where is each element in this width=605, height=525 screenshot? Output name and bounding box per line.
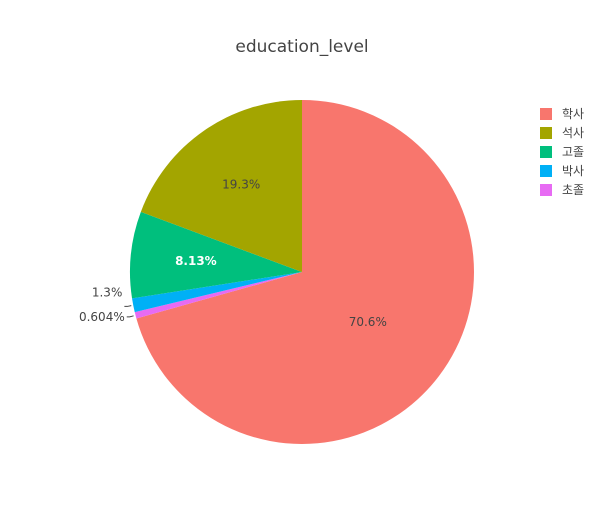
pie-labels: 70.6% 0.604% 1.3% 8.13% 19.3% (79, 177, 387, 328)
legend-label-2[interactable]: 고졸 (562, 145, 584, 159)
slice-label-2: 1.3% (92, 285, 123, 299)
pie-slice-3 (130, 211, 302, 299)
slice-label-3: 8.13% (175, 254, 217, 268)
pie-slice-4 (140, 100, 302, 272)
legend-swatch-4[interactable] (540, 184, 552, 196)
chart-title: education_level (235, 37, 368, 57)
pie-slice-2 (132, 272, 302, 313)
legend-swatch-2[interactable] (540, 146, 552, 158)
legend-swatch-1[interactable] (540, 127, 552, 139)
pie-slices (130, 100, 474, 445)
slice-leader-2 (124, 305, 132, 307)
legend-label-4[interactable]: 초졸 (562, 183, 584, 197)
slice-label-4: 19.3% (222, 177, 260, 191)
legend-label-1[interactable]: 석사 (562, 126, 584, 140)
legend-swatch-0[interactable] (540, 108, 552, 120)
legend-label-0[interactable]: 학사 (562, 107, 584, 121)
slice-leader-1 (126, 315, 134, 318)
legend-swatch-3[interactable] (540, 165, 552, 177)
legend-label-3[interactable]: 박사 (562, 164, 584, 178)
slice-label-0: 70.6% (349, 315, 387, 329)
pie-slice-0 (136, 100, 474, 445)
pie-slice-1 (134, 272, 302, 319)
slice-label-1: 0.604% (79, 310, 125, 324)
